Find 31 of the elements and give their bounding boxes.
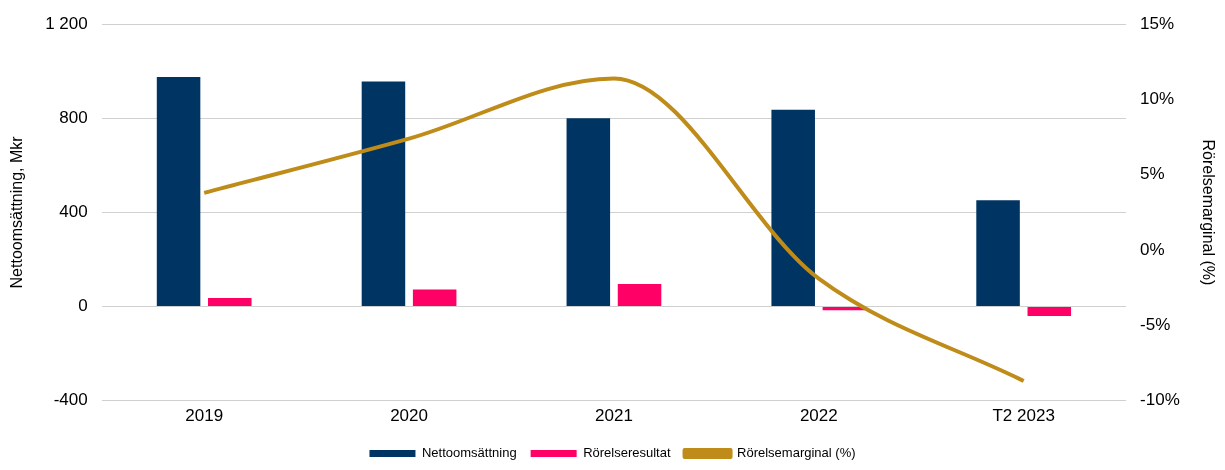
bar xyxy=(771,109,815,306)
bar xyxy=(156,76,201,306)
y2-axis-title: Rörelsemarginal (%) xyxy=(1199,139,1217,286)
bar xyxy=(617,283,662,306)
y-axis-title: Nettoomsättning, Mkr xyxy=(8,135,26,289)
legend-label: Rörelsemarginal (%) xyxy=(737,445,856,461)
y2-tick-label: 15% xyxy=(1140,13,1175,33)
bar xyxy=(412,289,457,306)
bar xyxy=(566,118,611,306)
y-tick-label: 400 xyxy=(59,202,88,222)
y2-tick-label: 5% xyxy=(1140,164,1165,184)
y-tick-label: 800 xyxy=(59,107,88,127)
x-tick-label: 2022 xyxy=(799,406,838,426)
legend-label: Rörelseresultat xyxy=(583,445,671,461)
y-tick-label: 0 xyxy=(78,296,88,316)
x-tick-label: 2021 xyxy=(595,406,633,426)
y2-tick-label: 10% xyxy=(1140,89,1175,109)
y-tick-label: 1 200 xyxy=(45,13,88,33)
bar xyxy=(976,200,1020,306)
x-tick-label: 2020 xyxy=(390,406,428,426)
bar xyxy=(361,81,406,306)
y2-tick-label: -10% xyxy=(1140,390,1180,410)
bar xyxy=(208,298,252,306)
bar xyxy=(1027,307,1072,316)
legend-label: Nettoomsättning xyxy=(421,445,517,461)
y2-tick-label: -5% xyxy=(1140,315,1171,335)
y-tick-label: -400 xyxy=(53,390,88,410)
x-tick-label: T2 2023 xyxy=(992,406,1055,426)
x-tick-label: 2019 xyxy=(185,406,224,426)
line-series xyxy=(202,76,1026,384)
y2-tick-label: 0% xyxy=(1140,239,1165,259)
